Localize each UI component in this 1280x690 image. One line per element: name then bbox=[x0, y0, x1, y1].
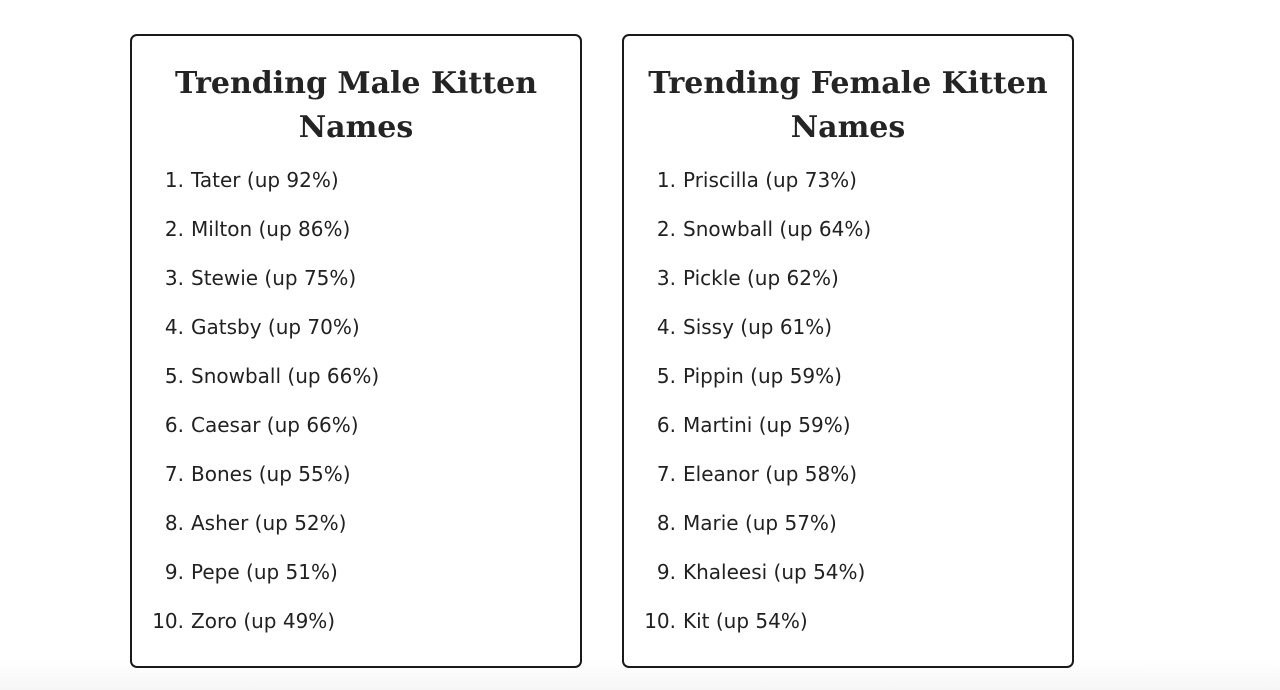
item-rank: 6. bbox=[656, 413, 676, 437]
item-rank: 8. bbox=[164, 511, 184, 535]
item-label: Pepe (up 51%) bbox=[191, 560, 338, 584]
list-item: 7. Eleanor (up 58%) bbox=[624, 460, 1072, 488]
list-item: 9. Khaleesi (up 54%) bbox=[624, 558, 1072, 586]
item-rank: 9. bbox=[656, 560, 676, 584]
item-rank: 10. bbox=[644, 609, 676, 633]
title-line: Trending Female Kitten bbox=[648, 66, 1048, 101]
list-item: 10. Zoro (up 49%) bbox=[132, 607, 580, 635]
list-item: 1. Tater (up 92%) bbox=[132, 166, 580, 194]
item-rank: 2. bbox=[656, 217, 676, 241]
item-label: Priscilla (up 73%) bbox=[683, 168, 857, 192]
item-label: Snowball (up 64%) bbox=[683, 217, 872, 241]
item-rank: 7. bbox=[164, 462, 184, 486]
item-label: Martini (up 59%) bbox=[683, 413, 851, 437]
item-label: Caesar (up 66%) bbox=[191, 413, 359, 437]
kitten-name-cards: Trending Male Kitten Names 1. Tater (up … bbox=[130, 34, 1074, 668]
list-item: 10. Kit (up 54%) bbox=[624, 607, 1072, 635]
item-label: Asher (up 52%) bbox=[191, 511, 347, 535]
item-rank: 4. bbox=[164, 315, 184, 339]
item-label: Gatsby (up 70%) bbox=[191, 315, 360, 339]
list-item: 9. Pepe (up 51%) bbox=[132, 558, 580, 586]
item-label: Tater (up 92%) bbox=[191, 168, 339, 192]
item-rank: 3. bbox=[656, 266, 676, 290]
item-rank: 3. bbox=[164, 266, 184, 290]
item-rank: 8. bbox=[656, 511, 676, 535]
list-item: 1. Priscilla (up 73%) bbox=[624, 166, 1072, 194]
item-rank: 1. bbox=[656, 168, 676, 192]
female-card-title: Trending Female Kitten Names bbox=[636, 62, 1060, 150]
list-item: 3. Stewie (up 75%) bbox=[132, 264, 580, 292]
item-label: Zoro (up 49%) bbox=[191, 609, 336, 633]
title-line: Trending Male Kitten bbox=[174, 66, 538, 101]
item-label: Pickle (up 62%) bbox=[683, 266, 839, 290]
list-item: 4. Gatsby (up 70%) bbox=[132, 313, 580, 341]
list-item: 4. Sissy (up 61%) bbox=[624, 313, 1072, 341]
item-label: Pippin (up 59%) bbox=[683, 364, 842, 388]
item-rank: 6. bbox=[164, 413, 184, 437]
list-item: 6. Martini (up 59%) bbox=[624, 411, 1072, 439]
item-label: Marie (up 57%) bbox=[683, 511, 837, 535]
list-item: 8. Asher (up 52%) bbox=[132, 509, 580, 537]
item-label: Snowball (up 66%) bbox=[191, 364, 380, 388]
item-rank: 2. bbox=[164, 217, 184, 241]
item-rank: 5. bbox=[164, 364, 184, 388]
title-line: Names bbox=[790, 110, 906, 145]
item-label: Sissy (up 61%) bbox=[683, 315, 833, 339]
list-item: 6. Caesar (up 66%) bbox=[132, 411, 580, 439]
female-name-list: 1. Priscilla (up 73%) 2. Snowball (up 64… bbox=[624, 166, 1072, 635]
item-rank: 9. bbox=[164, 560, 184, 584]
male-name-list: 1. Tater (up 92%) 2. Milton (up 86%) 3. … bbox=[132, 166, 580, 635]
list-item: 3. Pickle (up 62%) bbox=[624, 264, 1072, 292]
title-line: Names bbox=[298, 110, 414, 145]
list-item: 8. Marie (up 57%) bbox=[624, 509, 1072, 537]
male-names-card: Trending Male Kitten Names 1. Tater (up … bbox=[130, 34, 582, 668]
item-label: Stewie (up 75%) bbox=[191, 266, 357, 290]
list-item: 2. Snowball (up 64%) bbox=[624, 215, 1072, 243]
item-label: Kit (up 54%) bbox=[683, 609, 808, 633]
item-rank: 10. bbox=[152, 609, 184, 633]
item-rank: 4. bbox=[656, 315, 676, 339]
item-rank: 1. bbox=[164, 168, 184, 192]
item-rank: 5. bbox=[656, 364, 676, 388]
list-item: 5. Pippin (up 59%) bbox=[624, 362, 1072, 390]
item-label: Bones (up 55%) bbox=[191, 462, 351, 486]
item-label: Khaleesi (up 54%) bbox=[683, 560, 866, 584]
female-names-card: Trending Female Kitten Names 1. Priscill… bbox=[622, 34, 1074, 668]
item-rank: 7. bbox=[656, 462, 676, 486]
male-card-title: Trending Male Kitten Names bbox=[144, 62, 568, 150]
list-item: 5. Snowball (up 66%) bbox=[132, 362, 580, 390]
list-item: 2. Milton (up 86%) bbox=[132, 215, 580, 243]
item-label: Milton (up 86%) bbox=[191, 217, 351, 241]
item-label: Eleanor (up 58%) bbox=[683, 462, 858, 486]
list-item: 7. Bones (up 55%) bbox=[132, 460, 580, 488]
